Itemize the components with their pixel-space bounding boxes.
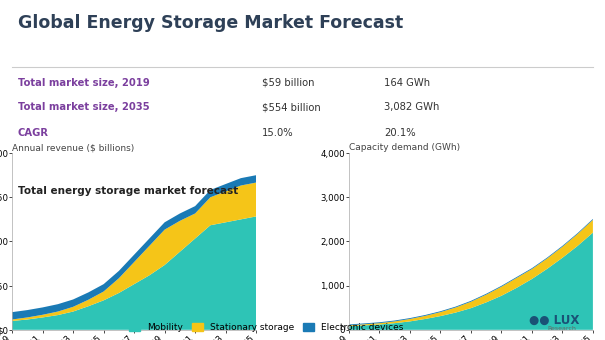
Text: $554 billion: $554 billion	[262, 102, 321, 112]
Text: 3,082 GWh: 3,082 GWh	[384, 102, 439, 112]
Text: $59 billion: $59 billion	[262, 78, 315, 88]
Legend: Mobility, Stationary storage, Electronic devices: Mobility, Stationary storage, Electronic…	[125, 319, 407, 336]
Text: Total market size, 2019: Total market size, 2019	[18, 78, 149, 88]
Text: Research: Research	[548, 326, 577, 332]
Text: Capacity demand (GWh): Capacity demand (GWh)	[349, 143, 460, 152]
Text: 20.1%: 20.1%	[384, 128, 416, 138]
Text: CAGR: CAGR	[18, 128, 49, 138]
Text: 15.0%: 15.0%	[262, 128, 293, 138]
Text: Total market size, 2035: Total market size, 2035	[18, 102, 149, 112]
Text: Global Energy Storage Market Forecast: Global Energy Storage Market Forecast	[18, 14, 403, 32]
Text: Total energy storage market forecast: Total energy storage market forecast	[18, 186, 238, 196]
Text: Annual revenue ($ billions): Annual revenue ($ billions)	[12, 143, 134, 152]
Text: ●● LUX: ●● LUX	[529, 313, 580, 326]
Text: 164 GWh: 164 GWh	[384, 78, 430, 88]
